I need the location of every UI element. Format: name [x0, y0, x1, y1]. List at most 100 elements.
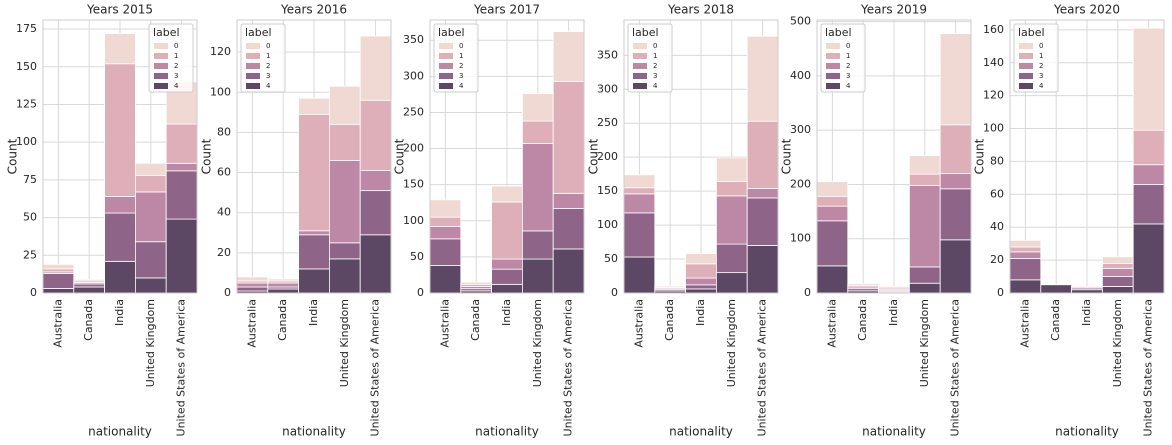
y-tick-label: 125 [16, 97, 37, 110]
y-tick-label: 200 [790, 177, 811, 190]
bar-segment [236, 276, 269, 282]
bar-segment [491, 185, 523, 203]
bar-segment [1132, 223, 1165, 294]
axes-frame [42, 19, 198, 294]
y-tick-label: 0 [30, 286, 37, 299]
y-tick-label: 400 [790, 69, 811, 82]
legend-swatch [439, 63, 453, 69]
legend-swatch [154, 63, 168, 69]
legend-label: 0 [846, 42, 850, 50]
bar-segment [1040, 284, 1073, 294]
x-tick-label: Australia [51, 299, 64, 348]
x-axis-label: nationality [1055, 425, 1119, 439]
x-tick-label: United States of America [1142, 299, 1155, 436]
y-tick-label: 250 [403, 105, 424, 118]
y-tick-label: 350 [403, 33, 424, 46]
bar-segment [267, 288, 299, 294]
bar-segment [1102, 276, 1134, 287]
x-tick-label: Australia [825, 299, 838, 348]
y-tick-label: 160 [983, 23, 1004, 36]
legend-label: 2 [1039, 62, 1043, 70]
bar-segment [73, 283, 106, 288]
bar-segment [1071, 286, 1103, 289]
bar-segment [429, 216, 462, 227]
bar-segment [939, 124, 972, 174]
axes-frame [816, 19, 972, 294]
bar-segment [359, 190, 392, 236]
bar-segment [328, 160, 361, 244]
bar-segment [104, 196, 136, 214]
bar-segment [165, 218, 198, 294]
x-tick-label: United Kingdom [1111, 299, 1124, 387]
legend-label: 4 [174, 82, 179, 90]
bar-segment [1132, 27, 1165, 131]
legend-swatch [439, 43, 453, 49]
legend-label: 3 [1039, 72, 1043, 80]
bar-segment [746, 35, 779, 122]
bar-segment [623, 174, 656, 189]
y-tick-label: 0 [224, 286, 231, 299]
x-tick-label: United Kingdom [144, 299, 157, 387]
y-tick-label: 100 [983, 122, 1004, 135]
bar-segment [552, 80, 585, 194]
legend-swatch [1019, 83, 1033, 89]
bar-segment [522, 258, 554, 294]
legend-label: 1 [174, 52, 178, 60]
bar-segment [359, 35, 392, 101]
bar-segment [1102, 256, 1134, 264]
y-tick-label: 50 [410, 250, 424, 263]
legend-swatch [246, 83, 260, 89]
bar-segment [429, 226, 462, 240]
legend-swatch [633, 63, 647, 69]
y-tick-label: 300 [790, 123, 811, 136]
legend-title: label [245, 26, 272, 39]
chart-title: Years 2018 [667, 3, 734, 17]
bar-segment [134, 191, 167, 243]
x-tick-label: United States of America [175, 299, 188, 436]
y-axis-label: Count [393, 138, 407, 174]
subplot: 0 50 100 150 200 250 300 350 Australia Canada Indi… [393, 3, 585, 439]
y-tick-label: 0 [417, 286, 424, 299]
y-tick-label: 250 [597, 116, 618, 129]
bar-segment [134, 241, 167, 279]
legend: label 0 1 2 3 4 [1013, 23, 1059, 93]
x-tick-label: United Kingdom [918, 299, 931, 387]
x-tick-label: Canada [469, 299, 482, 341]
y-tick-label: 20 [990, 253, 1004, 266]
legend-swatch [246, 63, 260, 69]
x-axis-label: nationality [862, 425, 926, 439]
bar-segment [460, 281, 492, 285]
legend-label: 3 [266, 72, 270, 80]
chart-title: Years 2016 [280, 3, 347, 17]
legend-swatch [1019, 43, 1033, 49]
bar-segment [165, 123, 198, 164]
y-tick-label: 200 [597, 150, 618, 163]
bar-segment [878, 286, 910, 289]
x-tick-label: Canada [276, 299, 289, 341]
y-tick-label: 80 [990, 154, 1004, 167]
bar-segment [816, 181, 849, 197]
x-tick-label: United Kingdom [725, 299, 738, 387]
legend-swatch [154, 73, 168, 79]
y-tick-label: 100 [790, 232, 811, 245]
bar-segment [328, 258, 361, 294]
bar-segment [1009, 279, 1042, 294]
bar-segment [73, 286, 106, 294]
legend-label: 1 [1039, 52, 1043, 60]
bar-segment [746, 197, 779, 246]
bar-segment [165, 170, 198, 220]
bar-segment [1102, 262, 1134, 269]
bar-segment [716, 157, 748, 183]
legend-swatch [439, 83, 453, 89]
subplot: 0 25 50 75 100 125 150 175 Australia Canada India U… [6, 3, 198, 439]
x-tick-label: Canada [82, 299, 95, 341]
x-tick-label: Canada [856, 299, 869, 341]
bar-segment [654, 285, 686, 288]
legend-swatch [826, 83, 840, 89]
bar-segment [1009, 258, 1042, 281]
bar-segment [909, 155, 941, 175]
legend-label: 1 [266, 52, 270, 60]
legend-swatch [154, 53, 168, 59]
y-axis-label: Count [200, 138, 214, 174]
